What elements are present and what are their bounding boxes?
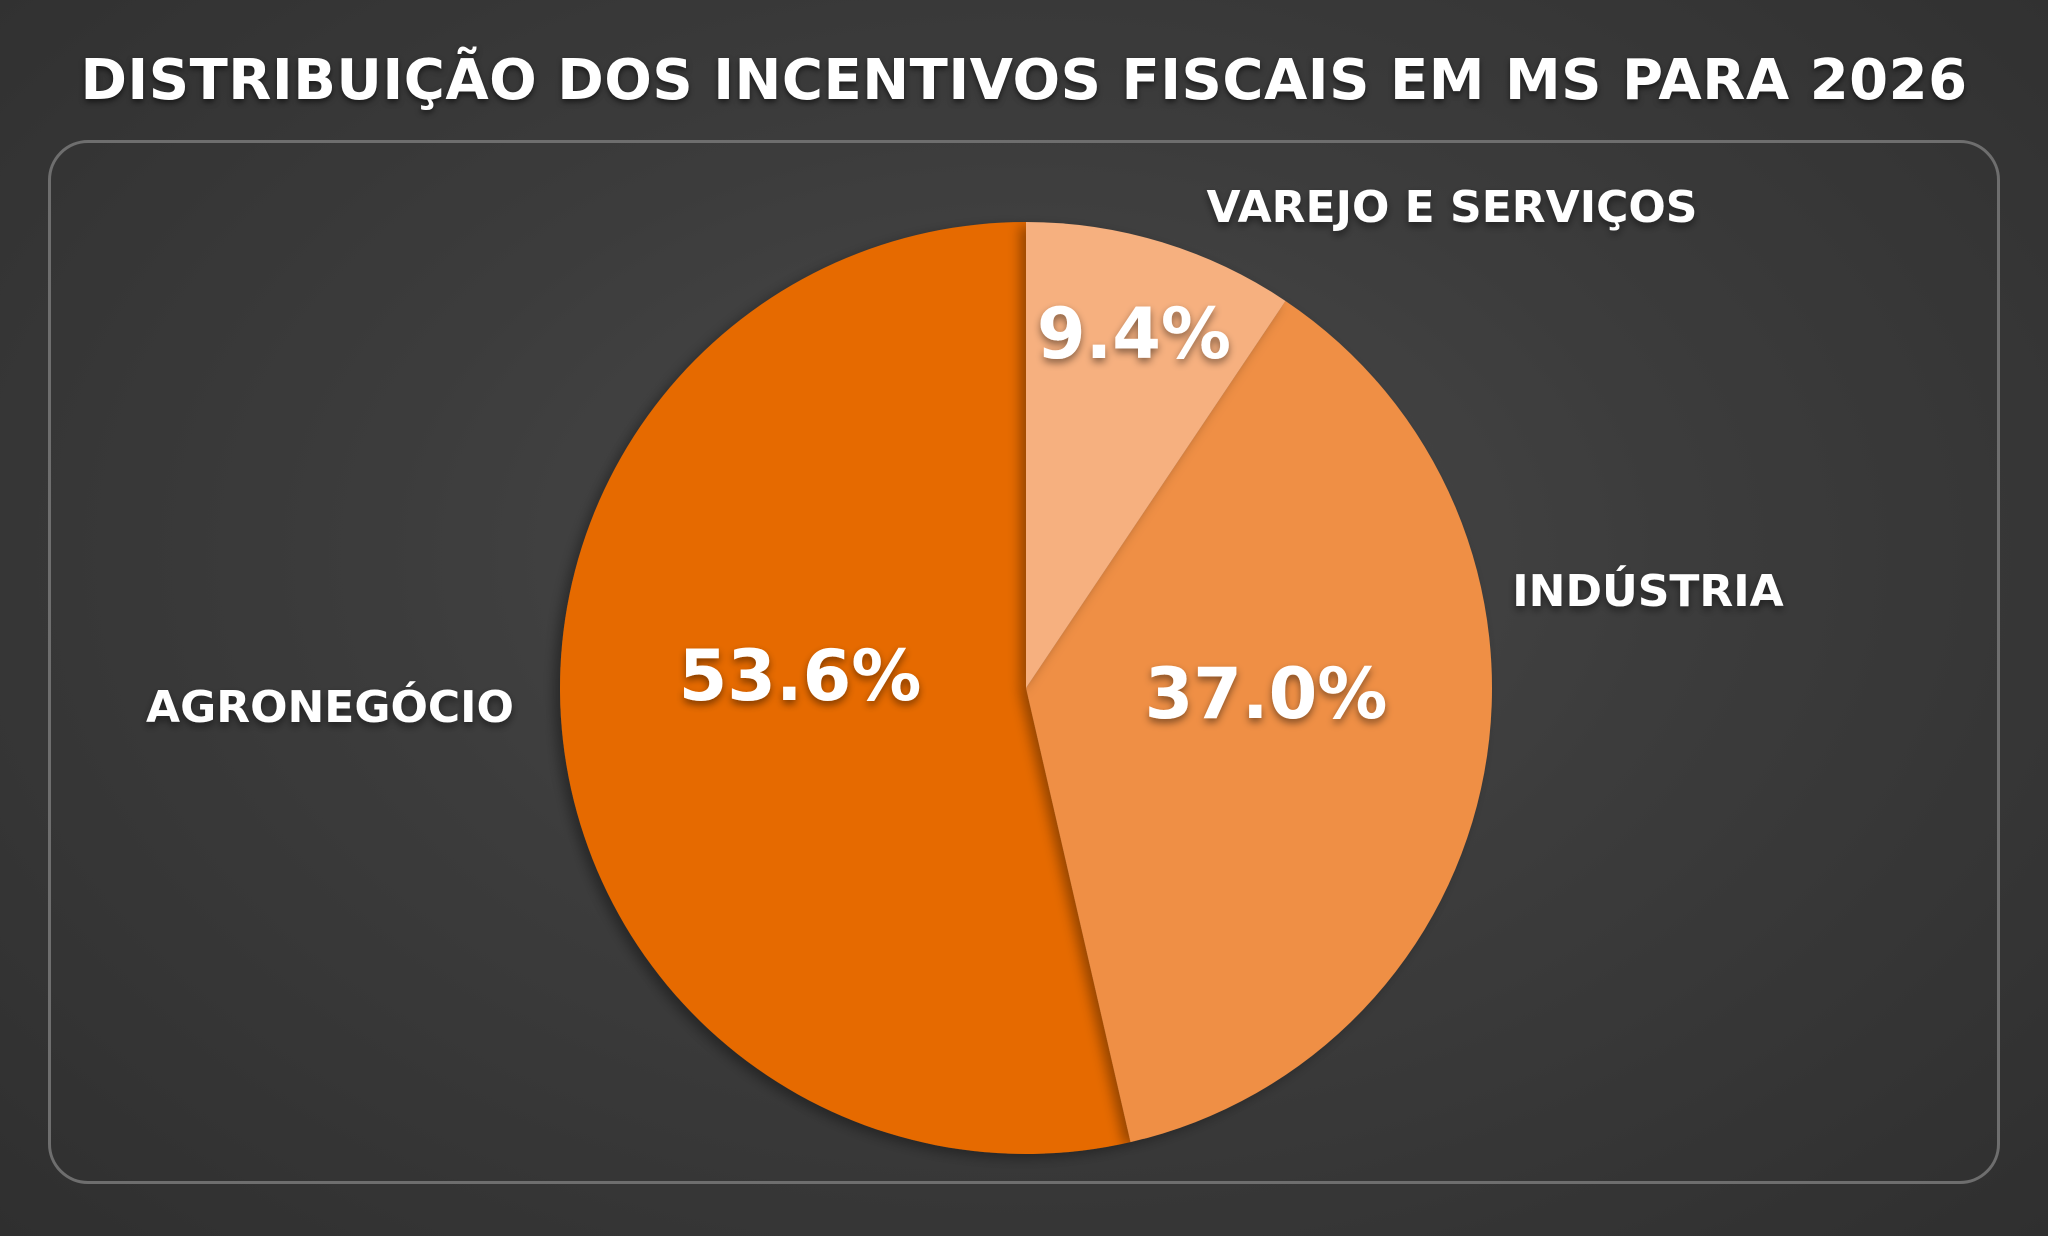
pie-slice-agroneg-cio — [560, 222, 1131, 1154]
slice-value-label: 53.6% — [679, 635, 922, 717]
chart-title: DISTRIBUIÇÃO DOS INCENTIVOS FISCAIS EM M… — [80, 48, 1968, 113]
slice-category-label: INDÚSTRIA — [1512, 564, 1783, 617]
pie-slice-ind-stria — [1026, 300, 1493, 1143]
slice-category-label: AGRONEGÓCIO — [146, 680, 514, 733]
slice-value-label: 9.4% — [1037, 293, 1231, 375]
chart-frame — [48, 140, 2000, 1184]
pie-slice-varejo-e-servi-os — [1026, 222, 1286, 688]
slice-category-label: VAREJO E SERVIÇOS — [1207, 182, 1698, 233]
slice-value-label: 37.0% — [1145, 653, 1388, 735]
